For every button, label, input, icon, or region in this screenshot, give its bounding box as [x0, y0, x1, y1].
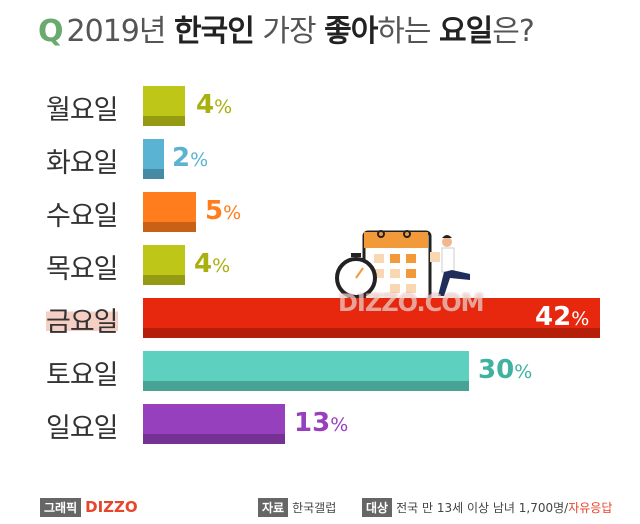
bar-row-wednesday: 수요일 5%	[0, 192, 640, 234]
bar	[143, 245, 185, 285]
bar-value: 5%	[205, 196, 242, 226]
dizzo-logo: DIZZO	[85, 498, 138, 516]
bar	[143, 404, 285, 444]
bar-label: 토요일	[46, 360, 119, 391]
bar-label: 목요일	[46, 254, 119, 285]
bar	[143, 351, 469, 391]
bar-label: 화요일	[46, 148, 119, 179]
watermark: DIZZO.COM	[338, 289, 485, 317]
bar-value: 4%	[196, 90, 233, 120]
bar-row-thursday: 목요일 4%	[0, 245, 640, 287]
bar	[143, 139, 164, 179]
footer-credit: 그래픽 DIZZO	[40, 498, 138, 517]
target-tag: 대상	[362, 498, 393, 517]
graphic-tag: 그래픽	[40, 498, 82, 517]
bar-value: 13%	[294, 408, 349, 438]
bar-row-saturday: 토요일 30%	[0, 351, 640, 393]
bar-label: 월요일	[46, 95, 119, 126]
bar-value: 2%	[172, 143, 209, 173]
source-tag: 자료	[258, 498, 289, 517]
bar	[143, 298, 600, 338]
bar-value: 30%	[478, 355, 533, 385]
bar	[143, 86, 185, 126]
bar-row-sunday: 일요일 13%	[0, 404, 640, 446]
bar-value: 4%	[194, 249, 231, 279]
bar-row-friday: 금요일 42%	[0, 298, 640, 340]
bar-label: 일요일	[46, 413, 119, 444]
bar-value: 42%	[535, 302, 590, 332]
footer-target: 대상 전국 만 13세 이상 남녀 1,700명/자유응답	[362, 498, 612, 517]
bar	[143, 192, 196, 232]
q-mark: Q	[38, 14, 63, 49]
calendar-runner-illustration	[334, 228, 484, 302]
chart-title: Q 2019년 한국인 가장 좋아하는 요일은?	[38, 14, 535, 49]
bar-label: 수요일	[46, 201, 119, 232]
bar-row-monday: 월요일 4%	[0, 86, 640, 128]
bar-row-tuesday: 화요일 2%	[0, 139, 640, 181]
footer-source: 자료 한국갤럽	[258, 498, 336, 517]
bar-label-highlighted: 금요일	[46, 300, 119, 339]
